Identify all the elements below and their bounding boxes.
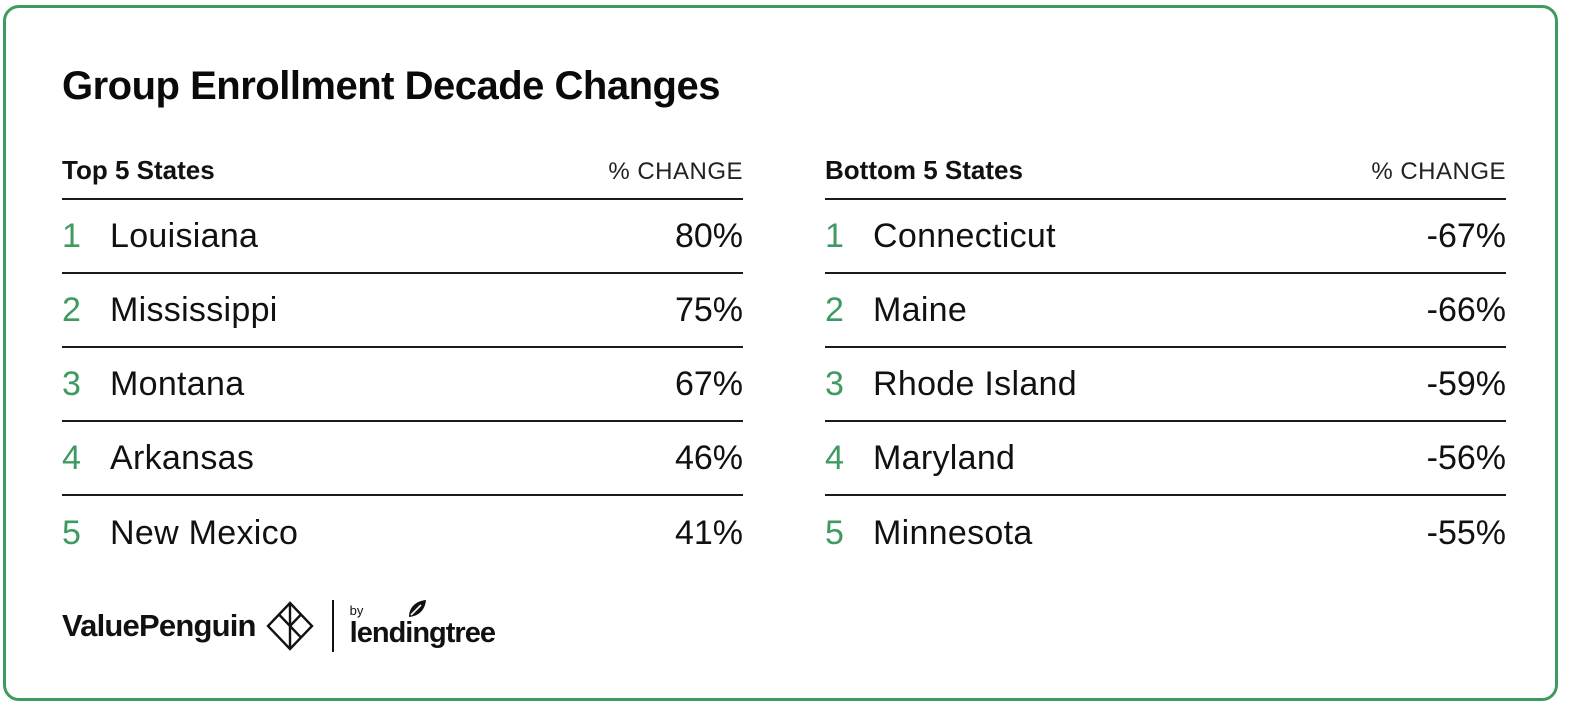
state-name: Maryland <box>873 438 1016 477</box>
lendingtree-logo: by lendingtree <box>349 600 496 649</box>
by-label: by <box>349 603 364 618</box>
lendingtree-wordmark: lendingtree <box>349 617 496 649</box>
percent-change: 67% <box>674 364 743 403</box>
chart-title: Group Enrollment Decade Changes <box>62 64 720 108</box>
table-row: 5 New Mexico 41% <box>62 496 743 570</box>
state-name: Connecticut <box>873 216 1056 255</box>
percent-change: -66% <box>1426 290 1506 329</box>
rank-number: 5 <box>825 513 844 552</box>
rank-number: 5 <box>62 513 81 552</box>
percent-change: 80% <box>674 216 743 255</box>
percent-change: 41% <box>674 513 743 552</box>
percent-change: 46% <box>674 438 743 477</box>
rank-number: 4 <box>825 438 844 477</box>
table-title: Bottom 5 States <box>825 155 1023 185</box>
table-row: 1 Connecticut -67% <box>825 200 1506 274</box>
table-row: 1 Louisiana 80% <box>62 200 743 274</box>
brand-footer: ValuePenguin by lendingtree <box>62 596 496 656</box>
percent-change: 75% <box>674 290 743 329</box>
state-name: Maine <box>873 290 968 329</box>
table-header: Bottom 5 States % CHANGE <box>825 152 1506 200</box>
state-name: Louisiana <box>110 216 259 255</box>
state-name: Minnesota <box>873 513 1033 552</box>
percent-change: -67% <box>1426 216 1506 255</box>
rank-number: 3 <box>62 364 81 403</box>
table-row: 3 Rhode Island -59% <box>825 348 1506 422</box>
metric-label: % CHANGE <box>1371 158 1506 185</box>
table-row: 3 Montana 67% <box>62 348 743 422</box>
table-row: 4 Maryland -56% <box>825 422 1506 496</box>
percent-change: -59% <box>1426 364 1506 403</box>
state-name: Mississippi <box>110 290 278 329</box>
state-name: New Mexico <box>110 513 299 552</box>
table-row: 2 Mississippi 75% <box>62 274 743 348</box>
percent-change: -55% <box>1426 513 1506 552</box>
percent-change: -56% <box>1426 438 1506 477</box>
rank-number: 4 <box>62 438 81 477</box>
table-row: 5 Minnesota -55% <box>825 496 1506 570</box>
table-row: 4 Arkansas 46% <box>62 422 743 496</box>
rank-number: 2 <box>62 290 81 329</box>
leaf-icon <box>408 600 426 617</box>
bottom-states-table: Bottom 5 States % CHANGE 1 Connecticut -… <box>825 152 1506 570</box>
table-row: 2 Maine -66% <box>825 274 1506 348</box>
rank-number: 2 <box>825 290 844 329</box>
top-states-table: Top 5 States % CHANGE 1 Louisiana 80% 2 … <box>62 152 743 570</box>
rank-number: 3 <box>825 364 844 403</box>
rank-number: 1 <box>62 216 81 255</box>
valuepenguin-wordmark: ValuePenguin <box>62 608 256 643</box>
table-title: Top 5 States <box>62 155 215 185</box>
valuepenguin-diamond-icon <box>266 601 314 651</box>
metric-label: % CHANGE <box>608 158 743 185</box>
state-name: Arkansas <box>110 438 255 477</box>
brand-divider <box>331 600 334 652</box>
rank-number: 1 <box>825 216 844 255</box>
chart-card <box>3 5 1558 701</box>
state-name: Rhode Island <box>873 364 1077 403</box>
state-name: Montana <box>110 364 245 403</box>
table-header: Top 5 States % CHANGE <box>62 152 743 200</box>
